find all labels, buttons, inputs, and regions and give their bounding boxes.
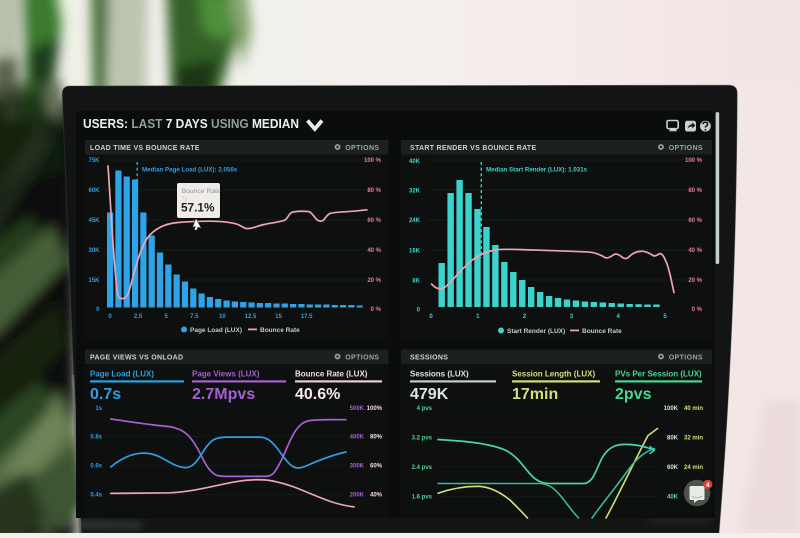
svg-text:Start Render (LUX): Start Render (LUX) [507,328,565,335]
svg-text:10: 10 [219,314,226,320]
svg-text:24 min: 24 min [684,465,703,471]
svg-text:17.5: 17.5 [301,314,313,320]
svg-text:SESSIONS: SESSIONS [410,355,448,362]
svg-text:Page Views (LUX): Page Views (LUX) [192,370,260,379]
svg-text:75K: 75K [88,158,100,164]
svg-text:2pvs: 2pvs [615,386,652,403]
svg-text:PVs Per Session (LUX): PVs Per Session (LUX) [615,370,702,379]
svg-text:40 min: 40 min [684,406,703,412]
svg-text:7.5: 7.5 [190,314,199,320]
svg-text:2.7Mpvs: 2.7Mpvs [192,386,255,403]
svg-text:4: 4 [706,482,710,489]
svg-text:START RENDER VS BOUNCE RATE: START RENDER VS BOUNCE RATE [410,145,536,152]
svg-text:0.4s: 0.4s [90,493,102,499]
svg-text:24K: 24K [409,218,421,224]
svg-text:Median Start Render (LUX): 1.0: Median Start Render (LUX): 1.031s [486,167,588,174]
svg-text:0.7s: 0.7s [90,386,121,403]
svg-text:0: 0 [417,308,421,314]
svg-text:20 %: 20 % [688,278,702,284]
svg-text:LOAD TIME VS BOUNCE RATE: LOAD TIME VS BOUNCE RATE [90,145,200,152]
svg-text:500K: 500K [350,406,365,412]
svg-text:1s: 1s [95,406,102,412]
svg-text:0.6s: 0.6s [90,464,102,470]
svg-text:80 %: 80 % [367,188,381,194]
svg-text:60 %: 60 % [688,218,702,224]
svg-text:20 %: 20 % [367,278,381,284]
svg-text:32 min: 32 min [684,436,703,442]
svg-text:2.5: 2.5 [134,314,143,320]
svg-text:100 %: 100 % [364,158,382,164]
svg-text:3: 3 [570,314,574,320]
svg-text:Sessions (LUX): Sessions (LUX) [410,370,469,379]
svg-text:4: 4 [617,314,621,320]
svg-text:OPTIONS: OPTIONS [669,355,703,362]
svg-text:0: 0 [108,314,112,320]
svg-text:80K: 80K [667,436,679,442]
svg-text:Median Page Load (LUX): 2.056s: Median Page Load (LUX): 2.056s [142,167,238,174]
svg-text:0.8s: 0.8s [90,435,102,441]
svg-text:60 %: 60 % [367,218,381,224]
svg-text:5: 5 [165,314,169,320]
svg-text:16K: 16K [409,249,421,255]
svg-text:OPTIONS: OPTIONS [345,145,379,152]
svg-text:40 %: 40 % [367,248,381,254]
svg-text:100 %: 100 % [685,158,703,164]
svg-text:40K: 40K [409,159,421,165]
svg-text:Page Load (LUX): Page Load (LUX) [90,370,154,379]
svg-text:15K: 15K [88,278,100,284]
svg-text:4 pvs: 4 pvs [417,406,433,412]
svg-text:57.1%: 57.1% [181,201,215,215]
svg-text:17min: 17min [512,386,558,403]
svg-text:OPTIONS: OPTIONS [345,355,379,362]
svg-text:OPTIONS: OPTIONS [669,145,703,152]
svg-text:300K: 300K [350,464,365,470]
svg-text:15: 15 [275,314,282,320]
svg-text:Bounce Rate: Bounce Rate [182,188,222,195]
svg-text:2: 2 [523,314,527,320]
svg-text:80%: 80% [370,435,383,441]
svg-text:40K: 40K [667,495,679,501]
svg-text:2.4 pvs: 2.4 pvs [412,465,433,471]
svg-text:1.6 pvs: 1.6 pvs [412,495,433,501]
svg-text:32K: 32K [409,189,421,195]
svg-text:100%: 100% [367,406,383,412]
svg-text:Bounce Rate (LUX): Bounce Rate (LUX) [295,370,368,379]
svg-text:0 %: 0 % [692,307,703,313]
svg-text:USERS: LAST 7 DAYS USING MEDIA: USERS: LAST 7 DAYS USING MEDIAN [83,117,299,131]
svg-text:12.5: 12.5 [245,314,257,320]
svg-text:40%: 40% [370,493,383,499]
svg-text:60K: 60K [667,465,679,471]
svg-text:Bounce Rate: Bounce Rate [260,327,300,334]
svg-text:Session Length (LUX): Session Length (LUX) [512,370,595,379]
svg-text:60%: 60% [370,464,383,470]
svg-text:40.6%: 40.6% [295,386,340,403]
svg-text:0: 0 [429,314,433,320]
svg-text:45K: 45K [88,218,100,224]
svg-text:0 %: 0 % [371,307,382,313]
svg-text:3.2 pvs: 3.2 pvs [412,436,433,442]
svg-text:8K: 8K [412,279,420,285]
svg-text:40 %: 40 % [688,248,702,254]
svg-text:7s: 7s [182,196,188,202]
svg-text:200K: 200K [350,493,365,499]
svg-text:100K: 100K [664,406,679,412]
svg-text:PAGE VIEWS VS ONLOAD: PAGE VIEWS VS ONLOAD [90,355,183,362]
svg-text:Bounce Rate: Bounce Rate [582,328,622,335]
svg-text:5: 5 [663,314,667,320]
svg-text:60K: 60K [88,188,100,194]
svg-text:0: 0 [96,307,100,313]
svg-text:Page Load (LUX): Page Load (LUX) [190,327,242,334]
svg-text:1: 1 [476,314,480,320]
svg-text:479K: 479K [410,386,449,403]
svg-text:400K: 400K [350,435,365,441]
svg-text:80 %: 80 % [688,188,702,194]
svg-text:30K: 30K [88,248,100,254]
